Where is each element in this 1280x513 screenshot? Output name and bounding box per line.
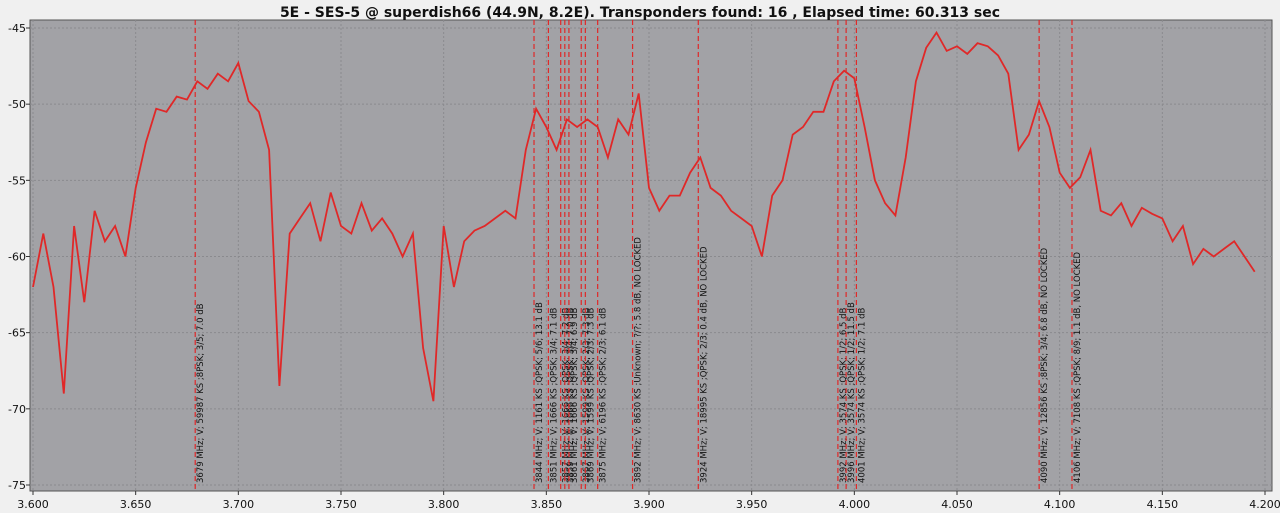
x-tick-label: 4.050	[941, 498, 973, 511]
y-tick-label: -45	[8, 22, 26, 35]
plot-area	[29, 19, 1273, 492]
transponder-label: 4106 MHz; V; 7108 KS ;QPSK; 8/9; 1.1 dB,…	[1073, 251, 1083, 483]
y-tick-label: -60	[8, 251, 26, 264]
y-tick-label: -70	[8, 403, 26, 416]
transponder-label: 3892 MHz; V; 8630 KS ;Unknown; ?/?; 5.8 …	[634, 237, 644, 483]
transponder-label: 4090 MHz; V; 12856 KS ;8PSK; 3/4; 6.8 dB…	[1040, 247, 1050, 483]
x-tick-label: 3.600	[17, 498, 49, 511]
y-tick-label: -75	[8, 479, 26, 492]
transponder-label: 3992 MHz; V; 3574 KS ;QPSK; 1/2; 6.5 dB	[839, 307, 849, 483]
x-tick-label: 3.700	[223, 498, 255, 511]
x-tick-label: 3.750	[325, 498, 357, 511]
x-tick-label: 4.200	[1249, 498, 1280, 511]
x-tick-label: 4.150	[1147, 498, 1179, 511]
transponder-label: 3851 MHz; V; 1666 KS ;QPSK; 3/4; 7.1 dB	[549, 307, 559, 483]
transponder-label: 3859 MHz; V; 1666 KS ;QPSK; 3/4; 7.0 dB	[566, 307, 576, 483]
x-tick-label: 3.900	[633, 498, 665, 511]
x-tick-label: 3.850	[531, 498, 563, 511]
x-tick-label: 4.000	[839, 498, 871, 511]
spectrum-line	[32, 30, 1256, 402]
x-tick-label: 3.650	[120, 498, 152, 511]
transponder-label: 3875 MHz; V; 6196 KS ;QPSK; 2/3; 6.1 dB	[599, 307, 609, 483]
transponder-label: 3679 MHz; V; 59987 KS ;8PSK; 3/5; 7.0 dB	[196, 303, 206, 483]
transponder-label: 3867 MHz; V; 1599 KS ;QPSK; 2/3; 7.3 dB	[582, 307, 592, 483]
transponder-label: 3861 MHz; V; 1666 KS ;QPSK; 3/4; 6.9 dB	[570, 307, 580, 483]
transponder-label: 3869 MHz; V; 1599 KS ;QPSK; 2/3; 7.3 dB	[586, 307, 596, 483]
transponder-label: 3996 MHz; V; 3574 KS ;QPSK; 1/2; 11.5 dB	[847, 302, 857, 483]
x-tick-label: 4.100	[1044, 498, 1076, 511]
transponder-label: 4001 MHz; V; 3574 KS ;QPSK; 1/2; 7.1 dB	[857, 307, 867, 483]
transponder-label: 3924 MHz; V; 18995 KS ;QPSK; 2/3; 0.4 dB…	[699, 246, 709, 483]
y-tick-label: -65	[8, 327, 26, 340]
transponder-label: 3857 MHz; V; 1666 KS ;QPSK; 3/4; 7.2 dB	[562, 307, 572, 483]
x-tick-label: 3.800	[428, 498, 460, 511]
y-tick-label: -55	[8, 174, 26, 187]
x-tick-label: 3.950	[736, 498, 768, 511]
chart-title: 5E - SES-5 @ superdish66 (44.9N, 8.2E). …	[280, 5, 1000, 21]
transponder-label: 3844 MHz; V; 1161 KS ;QPSK; 5/6; 13.1 dB	[535, 302, 545, 483]
y-tick-label: -50	[8, 98, 26, 111]
